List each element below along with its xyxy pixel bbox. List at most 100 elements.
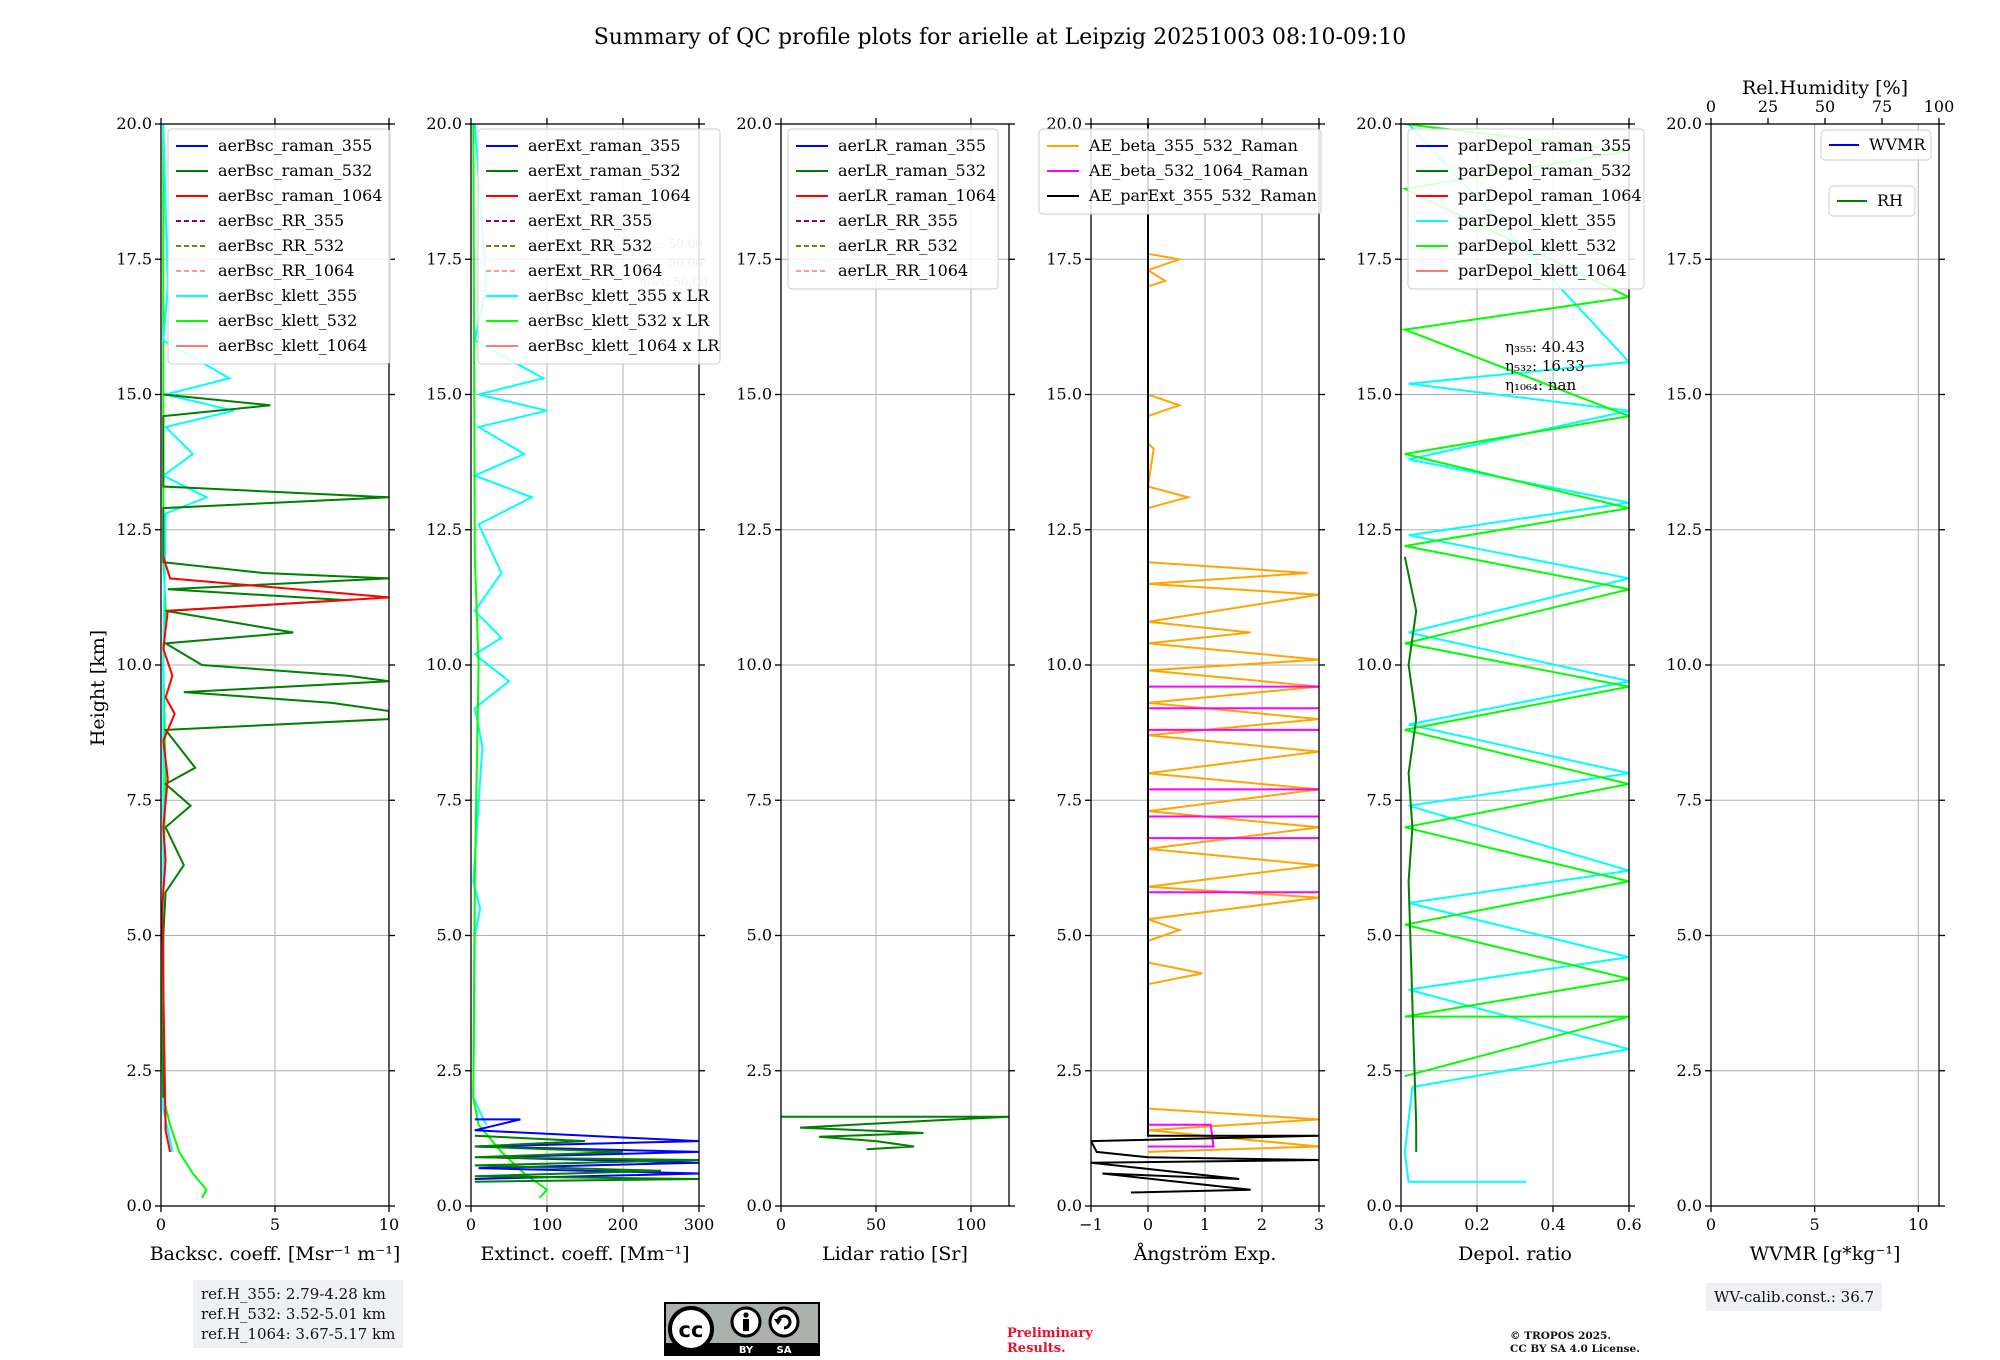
y-tick-label: 0.0 (127, 1196, 152, 1215)
series-line-aerBsc_raman_532 (162, 393, 389, 1098)
y-tick-label: 0.0 (747, 1196, 772, 1215)
legend-label: aerBsc_klett_355 x LR (528, 286, 710, 305)
legend-frame (787, 128, 999, 290)
y-tick-label: 17.5 (736, 249, 772, 268)
legend-label: aerBsc_klett_532 (218, 311, 357, 330)
x-tick-label: −1 (1079, 1215, 1103, 1234)
series-group (781, 1115, 1009, 1151)
y-tick-label: 7.5 (127, 790, 152, 809)
x-tick-label: 0 (776, 1215, 786, 1234)
preliminary-results-note: Preliminary Results. (1007, 1326, 1093, 1356)
x2-tick-label: 25 (1758, 97, 1778, 116)
x-axis-label: Depol. ratio (1458, 1243, 1572, 1265)
legend-label: parDepol_klett_1064 (1458, 261, 1627, 280)
preliminary-line-1: Preliminary (1007, 1326, 1093, 1341)
cc-license-badge: cc BY SA (664, 1302, 820, 1356)
y-tick-label: 12.5 (1356, 520, 1392, 539)
x-tick-label: 0.4 (1540, 1215, 1565, 1234)
y-tick-label: 2.5 (1367, 1061, 1392, 1080)
y-tick-label: 10.0 (426, 655, 462, 674)
copyright-note: © TROPOS 2025. CC BY SA 4.0 License. (1510, 1330, 1640, 1356)
legend-frame (167, 128, 391, 365)
y-tick-label: 0.0 (437, 1196, 462, 1215)
series-line-AE_parExt_355_532_Raman (1091, 124, 1319, 1194)
x-tick-label: 0 (156, 1215, 166, 1234)
legend-label: aerExt_raman_532 (528, 161, 681, 180)
y-tick-label: 17.5 (116, 249, 152, 268)
legend-frame (477, 128, 721, 365)
sa-text: SA (777, 1345, 792, 1356)
legend-label: aerExt_RR_532 (528, 236, 652, 255)
x2-axis-label: Rel.Humidity [%] (1742, 77, 1908, 99)
y-tick-label: 20.0 (426, 114, 462, 133)
annotation-eta-3: η₁₀₆₄: nan (1505, 376, 1576, 394)
y-tick-label: 12.5 (1046, 520, 1082, 539)
series-group (1091, 124, 1319, 1194)
y-tick-label: 2.5 (747, 1061, 772, 1080)
y-tick-label: 10.0 (1666, 655, 1702, 674)
y-tick-label: 12.5 (736, 520, 772, 539)
legend-label: aerLR_RR_1064 (838, 261, 968, 280)
x-tick-label: 300 (684, 1215, 715, 1234)
x-tick-label: 5 (270, 1215, 280, 1234)
legend-label: aerBsc_RR_532 (218, 236, 344, 255)
series-line-parDepol_klett_532 (1401, 124, 1629, 1078)
legend-label: aerBsc_RR_1064 (218, 261, 354, 280)
legend-label: aerBsc_raman_532 (218, 161, 372, 180)
x-tick-label: 0.2 (1464, 1215, 1489, 1234)
legend-label: aerLR_raman_1064 (838, 186, 996, 205)
x-tick-label: 3 (1314, 1215, 1324, 1234)
x-tick-label: 5 (1810, 1215, 1820, 1234)
x2-tick-label: 75 (1872, 97, 1892, 116)
legend-label: aerLR_RR_532 (838, 236, 958, 255)
legend-label: aerExt_RR_355 (528, 211, 652, 230)
x-tick-label: 2 (1257, 1215, 1267, 1234)
legend-label: aerExt_raman_1064 (528, 186, 691, 205)
x2-tick-label: 50 (1815, 97, 1835, 116)
figure-title: Summary of QC profile plots for arielle … (594, 25, 1407, 50)
legend-label: aerLR_raman_355 (838, 136, 986, 155)
legend-box-wvmr: WVMR (1820, 129, 1932, 161)
y-tick-label: 2.5 (437, 1061, 462, 1080)
legend-label: AE_beta_355_532_Raman (1088, 136, 1298, 155)
legend-label: aerBsc_klett_532 x LR (528, 311, 710, 330)
legend: aerBsc_raman_355 aerBsc_raman_532 aerBsc_r… (167, 128, 391, 365)
legend: aerLR_raman_355 aerLR_raman_532 aerLR_rama… (787, 128, 999, 290)
y-tick-label: 20.0 (1666, 114, 1702, 133)
y-tick-label: 15.0 (1666, 385, 1702, 404)
legend-label: aerLR_raman_532 (838, 161, 986, 180)
chart-panel-4: 0.0 2.5 5.0 7.5 10.0 12.5 15.0 17.5 20.0 −1 0 1 2 3 Ån… (1038, 114, 1325, 1265)
series-line-aerBsc_raman_1064 (161, 556, 389, 1153)
wv-calib-text: WV-calib.const.: 36.7 (1714, 1288, 1875, 1306)
y-tick-label: 7.5 (747, 790, 772, 809)
y-tick-label: 7.5 (1677, 790, 1702, 809)
legend-label: AE_beta_532_1064_Raman (1088, 161, 1308, 180)
y-tick-label: 17.5 (1046, 249, 1082, 268)
y-tick-label: 5.0 (127, 926, 152, 945)
copyright-line-2: CC BY SA 4.0 License. (1510, 1343, 1640, 1355)
x-tick-label: 0.6 (1616, 1215, 1641, 1234)
x-tick-label: 100 (532, 1215, 563, 1234)
y-tick-label: 2.5 (1677, 1061, 1702, 1080)
legend-label: AE_parExt_355_532_Raman (1088, 186, 1317, 205)
y-tick-label: 20.0 (116, 114, 152, 133)
y-tick-label: 7.5 (1057, 790, 1082, 809)
y-tick-label: 10.0 (736, 655, 772, 674)
y-tick-label: 15.0 (116, 385, 152, 404)
ref-height-355: ref.H_355: 2.79-4.28 km (201, 1285, 386, 1303)
ref-height-box: ref.H_355: 2.79-4.28 km ref.H_532: 3.52-… (193, 1280, 404, 1348)
y-tick-label: 0.0 (1677, 1196, 1702, 1215)
y-tick-label: 15.0 (736, 385, 772, 404)
x-tick-label: 50 (866, 1215, 886, 1234)
legend-label: parDepol_klett_355 (1458, 211, 1616, 230)
x-tick-label: 100 (956, 1215, 987, 1234)
y-tick-label: 2.5 (1057, 1061, 1082, 1080)
series-line-aerLR_raman_532 (781, 1115, 1009, 1151)
series-line-aerExt_raman_532 (474, 1134, 699, 1183)
legend-label: aerBsc_raman_355 (218, 136, 372, 155)
legend-label: parDepol_raman_355 (1458, 136, 1631, 155)
legend-label: aerBsc_RR_355 (218, 211, 344, 230)
legend-label: parDepol_raman_1064 (1458, 186, 1642, 205)
chart-panel-3: 0.0 2.5 5.0 7.5 10.0 12.5 15.0 17.5 20.0 0 50 100 Li… (736, 114, 1015, 1265)
x-axis-label: Ångström Exp. (1133, 1243, 1277, 1265)
